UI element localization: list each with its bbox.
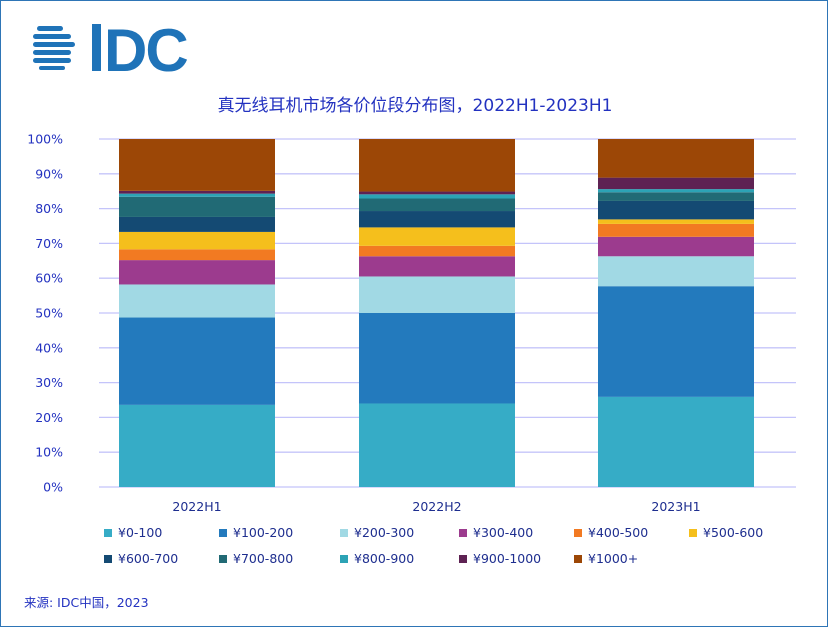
legend-item: ¥1000+ [574, 551, 638, 566]
bar-segment-600-700 [119, 216, 275, 232]
legend-item: ¥100-200 [219, 525, 293, 540]
legend-swatch [459, 554, 467, 563]
legend-item: ¥500-600 [689, 525, 763, 540]
bar-segment-700-800 [598, 192, 754, 201]
bar-segment-600-700 [359, 211, 515, 228]
y-tick-label: 30% [35, 375, 63, 390]
y-tick-label: 0% [43, 480, 63, 495]
y-tick-label: 80% [35, 201, 63, 216]
idc-logo: DC [33, 19, 189, 79]
y-tick-label: 90% [35, 166, 63, 181]
legend-swatch [689, 528, 697, 537]
y-tick-label: 20% [35, 410, 63, 425]
bar-segment-200-300 [359, 276, 515, 313]
legend-swatch [340, 554, 348, 563]
legend-swatch [574, 528, 582, 537]
bar-segment-400-500 [119, 249, 275, 261]
bar-segment-1000plus [119, 139, 275, 191]
legend-swatch [574, 554, 582, 563]
bar-segment-800-900 [598, 189, 754, 193]
legend-label: ¥700-800 [233, 551, 294, 566]
bar-segment-100-200 [359, 313, 515, 404]
y-tick-label: 10% [35, 445, 63, 460]
legend-swatch [219, 528, 227, 537]
bar-segment-300-400 [119, 260, 275, 285]
bar-segment-700-800 [359, 198, 515, 212]
bar-segment-0-100 [359, 403, 515, 487]
y-tick-label: 40% [35, 340, 63, 355]
bar-segment-500-600 [598, 219, 754, 224]
bar-segment-0-100 [119, 404, 275, 487]
legend-label: ¥200-300 [354, 525, 415, 540]
legend-item: ¥800-900 [340, 551, 414, 566]
bar-segment-900-1000 [598, 177, 754, 190]
bar-segment-1000plus [359, 139, 515, 192]
y-tick-label: 50% [35, 306, 63, 321]
legend-label: ¥800-900 [354, 551, 415, 566]
bar-segment-700-800 [119, 196, 275, 217]
bar-segment-200-300 [119, 284, 275, 318]
bar-segment-1000plus [598, 139, 754, 178]
bar-segment-100-200 [598, 286, 754, 397]
y-tick-label: 100% [27, 132, 63, 147]
legend-item: ¥0-100 [104, 525, 162, 540]
bar-segment-800-900 [119, 193, 275, 197]
legend-swatch [104, 554, 112, 563]
x-tick-label: 2022H2 [412, 499, 461, 514]
legend-item: ¥300-400 [459, 525, 533, 540]
svg-text:DC: DC [104, 19, 187, 79]
legend-label: ¥600-700 [118, 551, 179, 566]
legend-swatch [459, 528, 467, 537]
bar-segment-600-700 [598, 200, 754, 220]
bar-segment-900-1000 [359, 191, 515, 195]
bar-segment-500-600 [119, 231, 275, 250]
legend-label: ¥1000+ [588, 551, 639, 566]
bar-segment-400-500 [359, 245, 515, 257]
bar-segment-0-100 [598, 396, 754, 487]
bar-segment-200-300 [598, 256, 754, 287]
y-tick-label: 70% [35, 236, 63, 251]
bar-segment-400-500 [598, 223, 754, 237]
legend-swatch [219, 554, 227, 563]
chart-title: 真无线耳机市场各价位段分布图，2022H1-2023H1 [217, 96, 613, 116]
legend-item: ¥600-700 [104, 551, 178, 566]
bar-segment-900-1000 [119, 190, 275, 194]
bar-segment-300-400 [598, 236, 754, 257]
plot-area: 0% 10% 20% 30% 40% 50% 60% 70% 80% 90% 100% 2022H1 2… [27, 132, 796, 514]
source-note: 来源: IDC中国，2023 [24, 595, 149, 610]
legend-label: ¥500-600 [703, 525, 764, 540]
legend-label: ¥400-500 [588, 525, 649, 540]
legend-label: ¥300-400 [473, 525, 534, 540]
legend-item: ¥200-300 [340, 525, 414, 540]
bar-segment-800-900 [359, 194, 515, 199]
legend-label: ¥100-200 [233, 525, 294, 540]
bar-segment-500-600 [359, 227, 515, 246]
x-tick-label: 2022H1 [172, 499, 221, 514]
legend-swatch [340, 528, 348, 537]
y-tick-label: 60% [35, 271, 63, 286]
legend-label: ¥0-100 [118, 525, 163, 540]
legend-swatch [104, 528, 112, 537]
x-tick-label: 2023H1 [651, 499, 700, 514]
bar-segment-300-400 [359, 256, 515, 277]
bar-segment-100-200 [119, 317, 275, 405]
legend-label: ¥900-1000 [473, 551, 542, 566]
legend-item: ¥900-1000 [459, 551, 541, 566]
legend-item: ¥700-800 [219, 551, 293, 566]
legend-item: ¥400-500 [574, 525, 648, 540]
